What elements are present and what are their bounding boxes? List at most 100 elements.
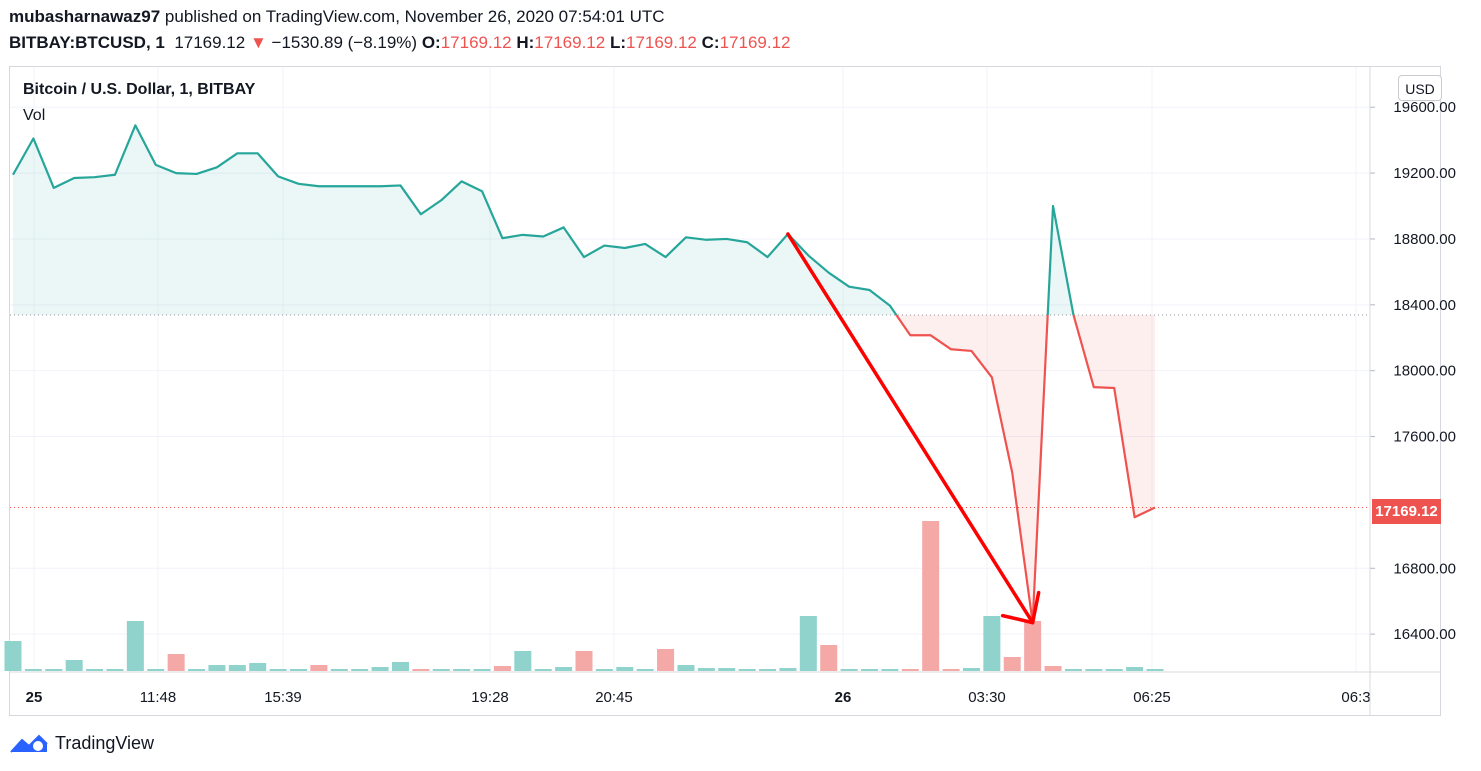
y-tick-label: 18400.00: [1393, 297, 1456, 314]
volume-bar: [228, 665, 246, 671]
x-tick-label: 25: [26, 689, 43, 706]
volume-bar: [493, 666, 511, 671]
volume-bar: [371, 667, 389, 671]
arrow-head-right: [1030, 590, 1041, 625]
volume-bar: [881, 669, 899, 671]
series-legend-title[interactable]: Bitcoin / U.S. Dollar, 1, BITBAY: [23, 81, 256, 98]
symbol-info-line: BITBAY:BTCUSD, 1 17169.12 ▼ −1530.89 (−8…: [9, 33, 790, 53]
volume-bar: [106, 669, 124, 671]
volume-bar: [534, 669, 552, 671]
volume-bar: [595, 669, 613, 671]
price-areas: [13, 125, 1155, 623]
close-value: 17169.12: [719, 33, 791, 52]
low-label: L:: [609, 33, 626, 52]
x-tick-label: 06:25: [1133, 689, 1171, 706]
volume-bar: [147, 669, 165, 671]
volume-bar: [1024, 621, 1042, 671]
volume-bar: [657, 649, 675, 671]
volume-bar: [24, 669, 42, 671]
high-value: 17169.12: [534, 33, 606, 52]
open-value: 17169.12: [440, 33, 512, 52]
volume-bar: [1085, 669, 1103, 671]
currency-button[interactable]: USD: [1398, 75, 1442, 101]
volume-bar: [820, 645, 838, 671]
chart-frame: [9, 66, 1441, 716]
volume-bar: [412, 669, 430, 671]
volume-bar: [126, 621, 144, 671]
x-tick-label: 11:48: [140, 689, 176, 706]
volume-bar: [799, 616, 817, 671]
author-name[interactable]: mubasharnawaz97: [9, 7, 161, 26]
y-tick-label: 19600.00: [1393, 99, 1456, 116]
price-line-down: [1072, 314, 1156, 519]
volume-bar: [391, 662, 409, 671]
volume-bar: [779, 668, 797, 671]
publish-info: mubasharnawaz97 published on TradingView…: [9, 7, 665, 27]
low-value: 17169.12: [625, 33, 697, 52]
volume-legend-title[interactable]: Vol: [23, 107, 46, 124]
volume-bar: [86, 669, 104, 671]
price-line-up: [1046, 204, 1075, 316]
volume-bar: [575, 651, 593, 671]
volume-bar: [555, 667, 573, 671]
down-arrow-icon: ▼: [249, 33, 267, 52]
x-tick-label: 03:30: [968, 689, 1006, 706]
x-tick-label: 15:39: [264, 689, 302, 706]
volume-bar: [249, 663, 267, 671]
volume-bar: [962, 668, 980, 671]
volume-bar: [330, 669, 348, 671]
volume-bar: [697, 668, 715, 671]
volume-bars: [4, 521, 1164, 671]
volume-bar: [453, 669, 471, 671]
volume-bar: [473, 669, 491, 671]
x-tick-label: 19:28: [471, 689, 509, 706]
last-price: 17169.12: [174, 33, 246, 52]
volume-bar: [269, 669, 287, 671]
y-tick-label: 17600.00: [1393, 429, 1456, 446]
last-price-tag: 17169.12: [1372, 499, 1441, 524]
volume-bar: [208, 665, 226, 671]
price-change: −1530.89 (−8.19%): [271, 33, 418, 52]
open-label: O:: [421, 33, 441, 52]
volume-bar: [290, 669, 307, 671]
price-line: [12, 124, 1156, 624]
price-line-up: [12, 124, 898, 316]
area-above-baseline: [13, 125, 897, 316]
y-tick-label: 16800.00: [1393, 560, 1456, 577]
close-label: C:: [701, 33, 720, 52]
volume-bar: [738, 669, 756, 671]
y-tick-label: 18000.00: [1393, 363, 1456, 380]
price-line-down: [895, 314, 1049, 624]
volume-bar: [616, 667, 634, 671]
cloud-logo-icon: [10, 734, 48, 753]
chart-grid: [10, 67, 1370, 672]
x-tick-label: 26: [835, 689, 852, 706]
volume-bar: [1126, 667, 1144, 671]
volume-bar: [188, 669, 206, 671]
symbol-name: BITBAY:BTCUSD, 1: [9, 33, 165, 52]
volume-bar: [45, 669, 63, 671]
arrow-shaft: [786, 232, 1035, 625]
volume-bar: [759, 669, 777, 671]
area-below-baseline: [896, 315, 1048, 623]
x-tick-label: 06:3: [1341, 689, 1370, 706]
volume-bar: [432, 669, 450, 671]
x-tick-label: 20:45: [595, 689, 633, 706]
volume-bar: [861, 669, 878, 671]
volume-bar: [1105, 669, 1123, 671]
chart-axes: 19600.00 19200.00 18800.00 18400.00 18000.00…: [10, 67, 1456, 715]
area-above-baseline: [1047, 206, 1074, 316]
volume-bar: [167, 654, 185, 671]
volume-bar: [351, 669, 369, 671]
volume-bar: [65, 660, 83, 671]
area-below-baseline: [1073, 315, 1155, 518]
tradingview-logo[interactable]: TradingView: [9, 732, 154, 754]
high-label: H:: [516, 33, 535, 52]
volume-bar: [922, 521, 940, 671]
volume-bar: [1064, 669, 1082, 671]
y-tick-label: 19200.00: [1393, 165, 1456, 182]
volume-bar: [1044, 666, 1062, 671]
volume-bar: [514, 651, 532, 671]
volume-bar: [840, 669, 858, 671]
